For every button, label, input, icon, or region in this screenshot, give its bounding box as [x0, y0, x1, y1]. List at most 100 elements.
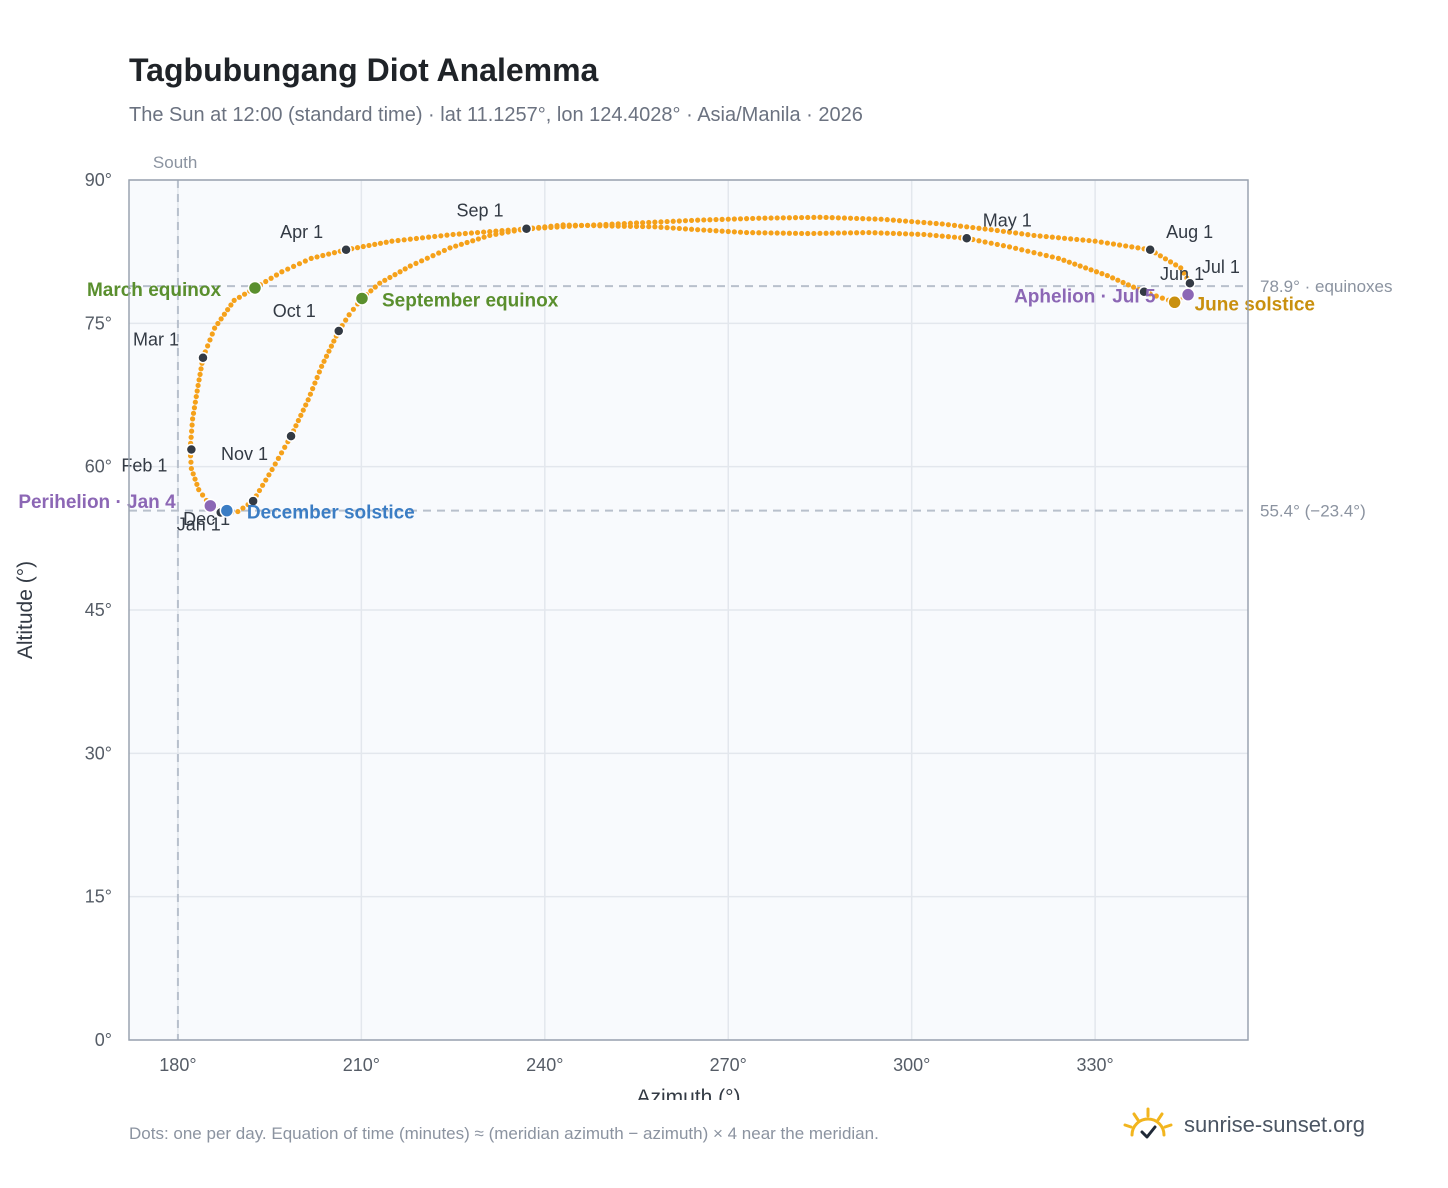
daily-position-dot	[548, 223, 554, 229]
daily-position-dot	[275, 455, 282, 461]
daily-position-dot	[994, 241, 1000, 248]
daily-position-dot	[854, 230, 860, 236]
daily-position-dot	[847, 230, 854, 236]
daily-position-dot	[1019, 231, 1025, 237]
daily-position-dot	[407, 236, 413, 242]
daily-position-dot	[719, 216, 725, 222]
daily-position-dot	[191, 405, 198, 411]
analemma-chart: South 78.9° · equinoxes 55.4° (−23.4°) Jan…	[14, 153, 1393, 1100]
daily-position-dot	[212, 325, 218, 331]
month-marker-label: Jun 1	[1160, 264, 1204, 284]
daily-position-dot	[835, 230, 841, 236]
daily-position-dot	[382, 277, 388, 283]
reference-line-label: 55.4° (−23.4°)	[1260, 502, 1366, 521]
daily-position-dot	[756, 215, 762, 221]
daily-position-dot	[872, 216, 878, 222]
daily-position-dot	[646, 219, 652, 226]
daily-position-dot	[320, 252, 326, 259]
daily-position-dot	[1077, 263, 1083, 269]
daily-position-dot	[263, 477, 269, 483]
daily-position-dot	[841, 215, 848, 221]
daily-position-dot	[366, 242, 372, 249]
daily-position-dot	[1083, 265, 1089, 271]
daily-position-dot	[982, 226, 988, 232]
x-axis-title: Azimuth (°)	[636, 1086, 740, 1100]
daily-position-dot	[464, 239, 470, 246]
daily-position-dot	[1000, 228, 1007, 234]
daily-position-dot	[572, 222, 578, 228]
daily-position-dot	[976, 225, 982, 231]
daily-position-dot	[756, 230, 762, 236]
daily-position-dot	[296, 261, 303, 267]
y-tick-label: 0°	[95, 1030, 112, 1050]
daily-position-dot	[1181, 270, 1187, 276]
daily-position-dot	[328, 343, 334, 349]
chart-title: Tagbubungang Diot Analemma	[129, 52, 599, 88]
daily-position-dot	[419, 258, 425, 264]
daily-position-dot	[737, 229, 744, 235]
daily-position-dot	[302, 258, 308, 264]
x-tick-label: 180°	[159, 1055, 196, 1075]
daily-position-dot	[474, 229, 481, 236]
daily-position-dot	[291, 263, 297, 269]
daily-position-dot	[817, 230, 823, 236]
daily-position-dot	[976, 238, 982, 244]
brand-logo[interactable]: sunrise-sunset.org	[1120, 1100, 1365, 1150]
daily-position-dot	[305, 397, 311, 403]
daily-position-dot	[269, 466, 275, 473]
daily-position-dot	[670, 218, 676, 224]
daily-position-dot	[397, 269, 403, 275]
daily-position-dot	[609, 223, 615, 229]
daily-position-dot	[933, 232, 939, 239]
daily-position-dot	[731, 229, 737, 235]
month-marker-dot	[285, 430, 297, 442]
month-marker-dot	[340, 244, 352, 256]
daily-position-dot	[841, 230, 848, 236]
daily-position-dot	[377, 240, 384, 246]
daily-position-dot	[578, 222, 585, 228]
daily-position-dot	[1080, 237, 1086, 243]
daily-position-dot	[945, 234, 951, 240]
daily-position-dot	[1037, 233, 1043, 239]
daily-position-dot	[1000, 243, 1007, 249]
daily-position-dot	[915, 231, 921, 237]
daily-position-dot	[1025, 248, 1031, 254]
daily-position-dot	[713, 228, 719, 234]
daily-position-dot	[921, 219, 927, 226]
daily-position-dot	[835, 215, 841, 221]
daily-position-dot	[1110, 241, 1117, 247]
daily-position-dot	[1153, 293, 1159, 299]
daily-position-dot	[195, 382, 201, 389]
daily-position-dot	[621, 223, 627, 229]
daily-position-dot	[909, 231, 915, 237]
daily-position-dot	[511, 228, 517, 234]
x-tick-label: 270°	[710, 1055, 747, 1075]
event-label: December solstice	[247, 503, 415, 524]
daily-position-dot	[377, 280, 383, 286]
daily-position-dot	[811, 214, 817, 220]
daily-position-dot	[884, 217, 890, 223]
daily-position-dot	[372, 284, 378, 290]
month-marker-label: Mar 1	[133, 330, 179, 350]
event-marker-dot	[1180, 287, 1196, 302]
daily-position-dot	[915, 219, 921, 225]
daily-position-dot	[263, 278, 269, 285]
daily-position-dot	[780, 215, 786, 221]
daily-position-dot	[896, 218, 903, 224]
daily-position-dot	[829, 215, 835, 221]
daily-position-dot	[307, 391, 314, 397]
daily-position-dot	[1162, 256, 1169, 262]
daily-position-dot	[326, 348, 332, 354]
month-marker-label: May 1	[983, 210, 1032, 230]
daily-position-dot	[750, 230, 756, 236]
daily-position-dot	[354, 245, 361, 251]
daily-position-dot	[536, 224, 542, 231]
daily-position-dot	[308, 255, 314, 261]
daily-position-dot	[896, 231, 903, 237]
sun-logo-icon	[1123, 1107, 1173, 1139]
daily-position-dot	[988, 240, 994, 246]
daily-position-dot	[1088, 267, 1094, 273]
daily-position-dot	[192, 399, 198, 405]
daily-position-dot	[273, 272, 280, 278]
daily-position-dot	[768, 215, 774, 221]
